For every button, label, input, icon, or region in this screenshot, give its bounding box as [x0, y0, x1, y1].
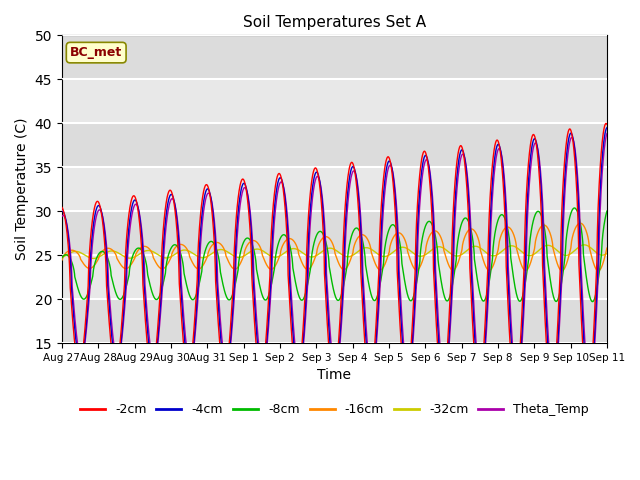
Bar: [62, 255, 607, 299]
Bar: [62, 79, 607, 123]
Title: Soil Temperatures Set A: Soil Temperatures Set A: [243, 15, 426, 30]
Text: BC_met: BC_met: [70, 46, 122, 59]
Bar: [62, 299, 607, 343]
Bar: [62, 123, 607, 167]
Legend: -2cm, -4cm, -8cm, -16cm, -32cm, Theta_Temp: -2cm, -4cm, -8cm, -16cm, -32cm, Theta_Te…: [75, 398, 594, 421]
Bar: [62, 36, 607, 79]
Y-axis label: Soil Temperature (C): Soil Temperature (C): [15, 118, 29, 261]
Bar: [62, 211, 607, 255]
Bar: [62, 167, 607, 211]
X-axis label: Time: Time: [317, 368, 351, 382]
